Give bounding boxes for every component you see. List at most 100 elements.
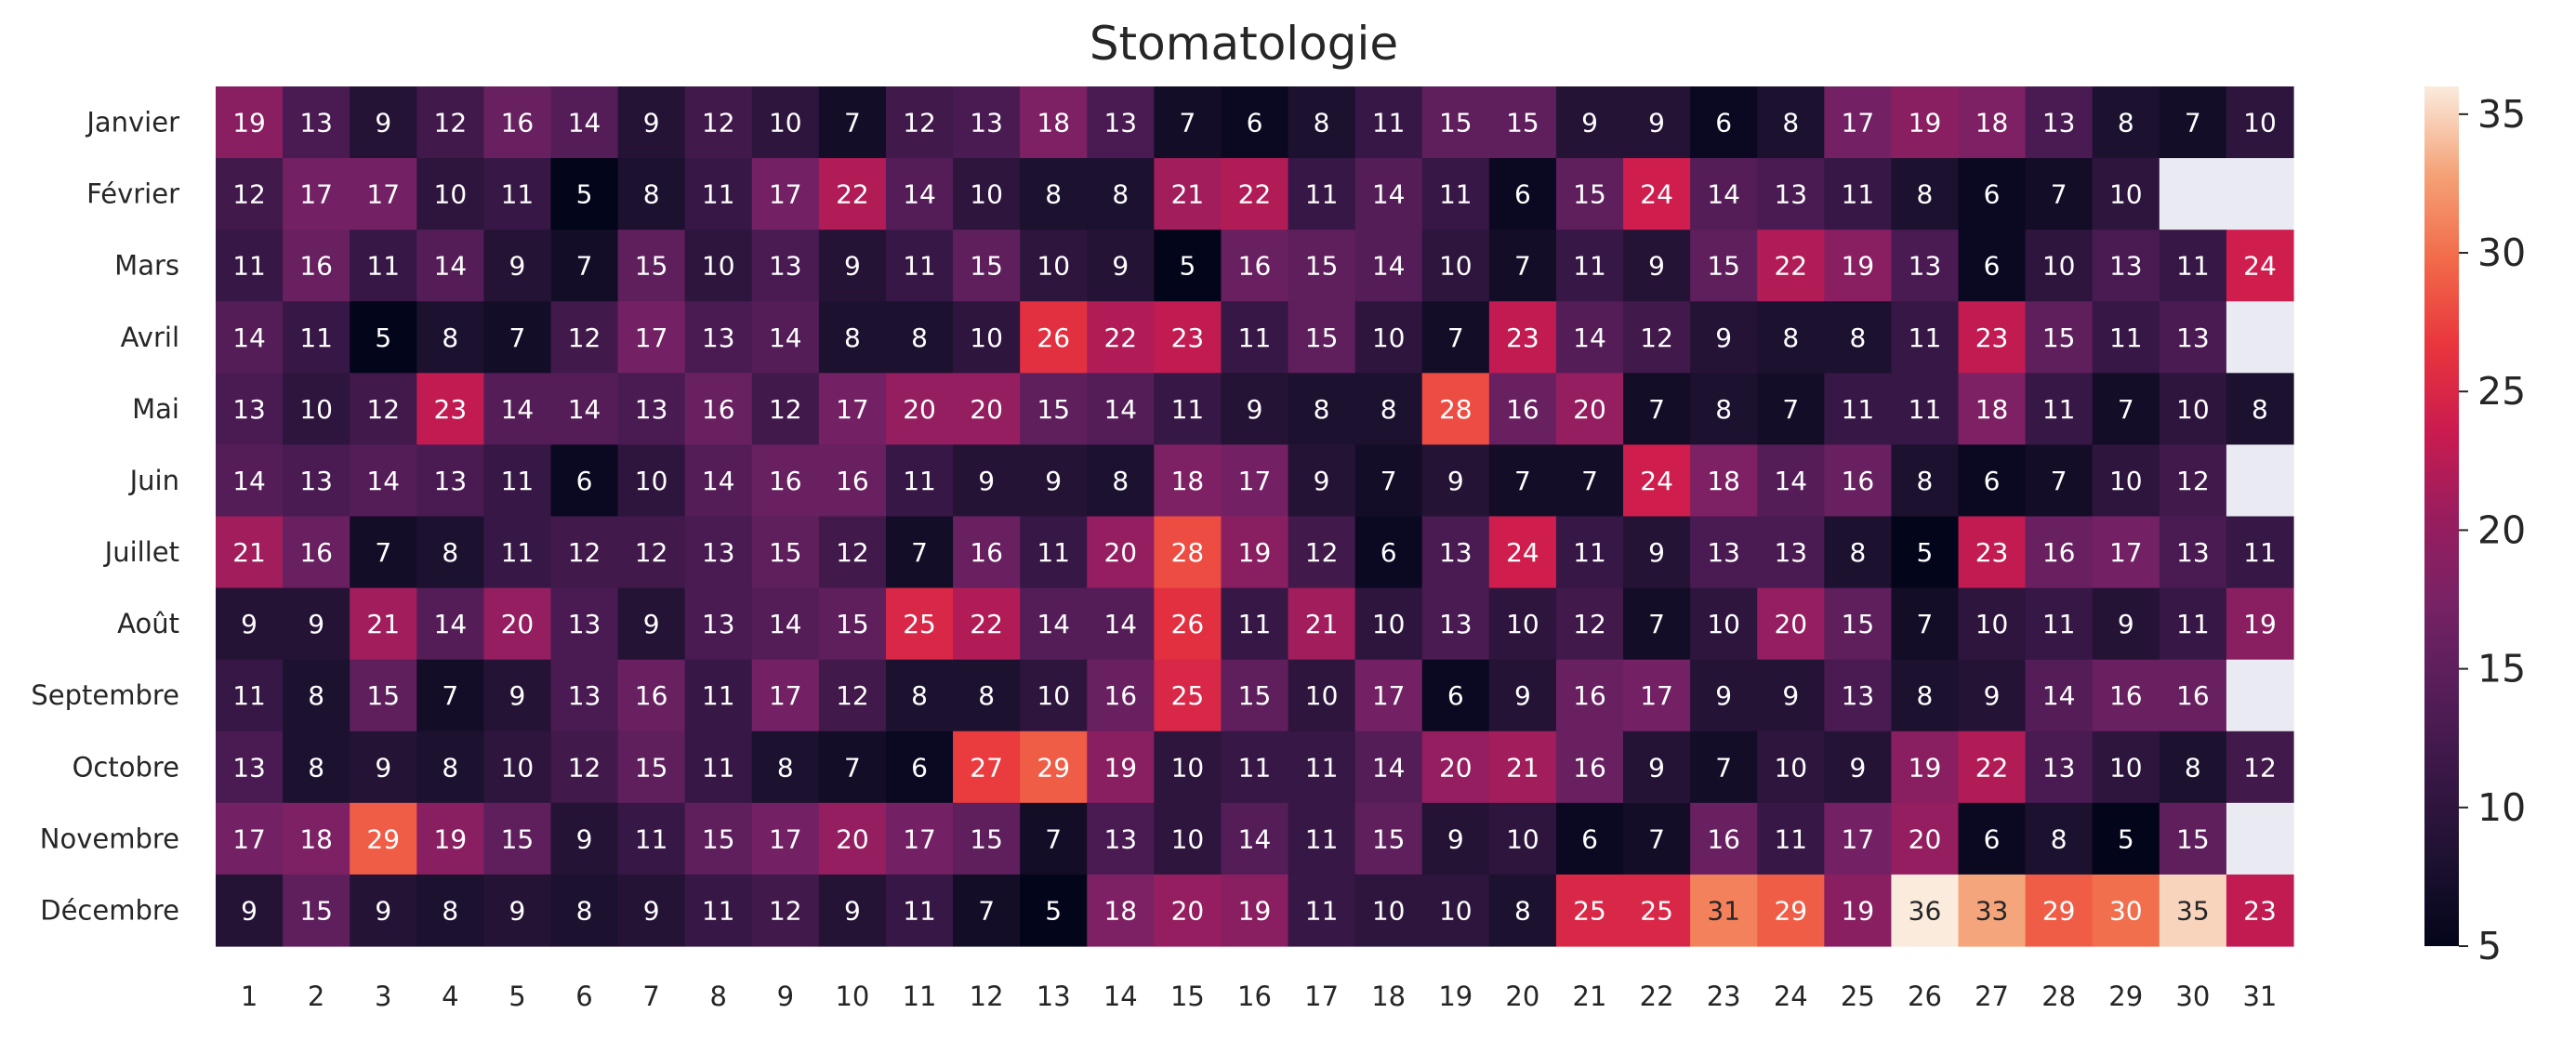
heatmap-cell <box>216 444 284 518</box>
cell-value-label: 17 <box>2109 537 2143 568</box>
heatmap-cell <box>1824 230 1893 302</box>
heatmap-cell <box>283 587 350 661</box>
column-label: 3 <box>375 981 391 1012</box>
heatmap-cell <box>1891 373 1960 446</box>
cell-value-label: 7 <box>442 680 458 711</box>
cell-value-label: 13 <box>769 251 802 282</box>
heatmap-cell <box>1154 301 1222 374</box>
cell-value-label: 13 <box>2176 537 2210 568</box>
heatmap-cell <box>350 516 417 589</box>
heatmap-cell <box>751 802 820 875</box>
cell-value-label: 21 <box>232 537 266 568</box>
cell-value-label: 15 <box>970 251 1003 282</box>
heatmap-cell <box>1757 874 1825 947</box>
cell-value-label: 19 <box>1909 108 1942 138</box>
column-label: 28 <box>2041 981 2076 1012</box>
cell-value-label: 5 <box>1045 895 1062 926</box>
heatmap-cell <box>2092 230 2160 302</box>
cell-value-label: 8 <box>308 752 324 783</box>
heatmap-cell-empty <box>2226 301 2294 374</box>
heatmap-cell <box>1757 802 1825 875</box>
cell-value-label: 9 <box>1447 466 1464 496</box>
heatmap-cell <box>1690 874 1758 947</box>
cell-value-label: 11 <box>2243 537 2277 568</box>
cell-value-label: 13 <box>2042 752 2076 783</box>
cell-value-label: 16 <box>769 466 802 496</box>
cell-value-label: 14 <box>568 108 601 138</box>
cell-value-label: 19 <box>1909 752 1942 783</box>
cell-value-label: 28 <box>1171 537 1205 568</box>
heatmap-cell <box>818 444 887 518</box>
heatmap-cell <box>1421 587 1490 661</box>
heatmap-cell <box>1757 86 1825 159</box>
heatmap-cell <box>1087 731 1155 804</box>
cell-value-label: 20 <box>970 394 1003 425</box>
heatmap-cell <box>1623 230 1691 302</box>
cell-value-label: 9 <box>844 895 861 926</box>
heatmap-cell <box>2226 731 2294 804</box>
heatmap-cell <box>1824 373 1893 446</box>
cell-value-label: 13 <box>1774 537 1807 568</box>
cell-value-label: 16 <box>1573 680 1606 711</box>
cell-value-label: 9 <box>509 680 526 711</box>
heatmap-cell <box>350 301 417 374</box>
heatmap-cell <box>1221 659 1289 732</box>
cell-value-label: 8 <box>1849 323 1866 353</box>
cell-value-label: 9 <box>1314 466 1330 496</box>
cell-value-label: 10 <box>1506 823 1539 854</box>
chart-title: Stomatologie <box>1090 17 1398 71</box>
cell-value-label: 6 <box>1984 466 2001 496</box>
cell-value-label: 7 <box>1917 609 1934 639</box>
cell-value-label: 14 <box>702 466 735 496</box>
heatmap-cell <box>1288 86 1356 159</box>
cell-value-label: 8 <box>844 323 861 353</box>
heatmap-cell <box>1221 86 1289 159</box>
heatmap-cell <box>483 230 552 302</box>
cell-value-label: 17 <box>1238 466 1272 496</box>
heatmap-cell <box>283 230 350 302</box>
cell-value-label: 10 <box>1037 680 1070 711</box>
heatmap-cell <box>1221 516 1289 589</box>
cell-value-label: 15 <box>1842 609 1875 639</box>
heatmap-cell <box>1824 86 1893 159</box>
column-label: 4 <box>442 981 458 1012</box>
cell-value-label: 7 <box>1648 394 1665 425</box>
cell-value-label: 10 <box>2243 108 2277 138</box>
heatmap-cell <box>953 802 1021 875</box>
cell-value-label: 15 <box>1439 108 1473 138</box>
heatmap-cell <box>1087 659 1155 732</box>
heatmap-cell <box>1488 301 1557 374</box>
cell-value-label: 27 <box>970 752 1003 783</box>
heatmap-cell <box>1221 444 1289 518</box>
heatmap-cell <box>2159 516 2227 589</box>
cell-value-label: 8 <box>1314 108 1330 138</box>
heatmap-cell <box>617 444 686 518</box>
cell-value-label: 9 <box>1514 680 1531 711</box>
heatmap-cell <box>2092 444 2160 518</box>
cell-value-label: 22 <box>1103 323 1137 353</box>
cell-value-label: 11 <box>1842 394 1875 425</box>
heatmap-cell <box>617 731 686 804</box>
cell-value-label: 21 <box>366 609 400 639</box>
heatmap-cell <box>818 373 887 446</box>
cell-value-label: 11 <box>903 895 936 926</box>
heatmap-cell <box>684 158 753 230</box>
cell-value-label: 11 <box>232 251 266 282</box>
cell-value-label: 15 <box>1372 823 1406 854</box>
cell-value-label: 7 <box>2118 394 2134 425</box>
cell-value-label: 13 <box>232 394 266 425</box>
heatmap-cell <box>1087 444 1155 518</box>
heatmap-cell <box>1421 158 1490 230</box>
cell-value-label: 15 <box>1238 680 1272 711</box>
heatmap-cell <box>1690 373 1758 446</box>
heatmap-cell <box>1757 158 1825 230</box>
cell-value-label: 9 <box>1648 537 1665 568</box>
heatmap-cell <box>350 86 417 159</box>
heatmap-cell <box>953 516 1021 589</box>
cell-value-label: 16 <box>1707 823 1740 854</box>
heatmap-cell <box>1623 587 1691 661</box>
cell-value-label: 29 <box>366 823 400 854</box>
cell-value-label: 10 <box>1171 752 1205 783</box>
heatmap-cell <box>1891 516 1960 589</box>
cell-value-label: 11 <box>702 680 735 711</box>
